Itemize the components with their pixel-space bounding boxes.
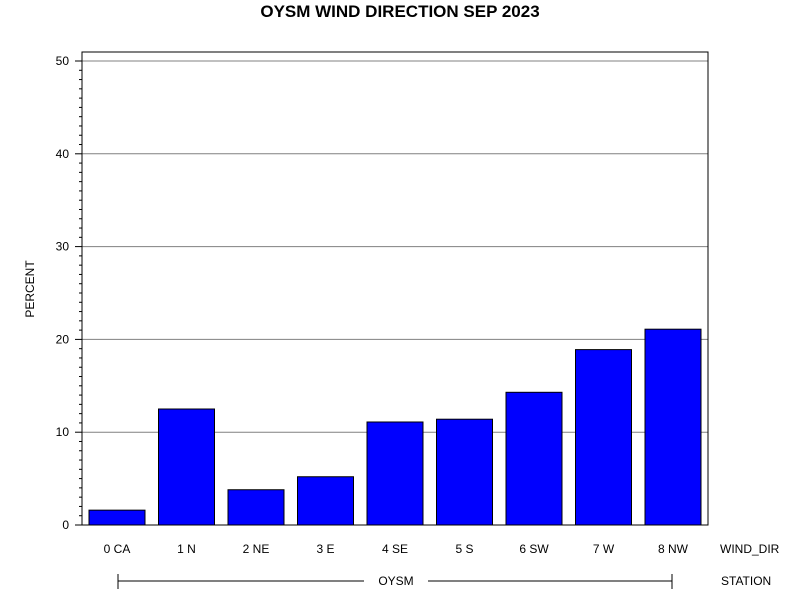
bar bbox=[436, 418, 493, 526]
x-tick-label: 4 SE bbox=[382, 542, 408, 556]
y-tick-label: 50 bbox=[56, 54, 70, 68]
station-group-label: OYSM bbox=[378, 574, 413, 588]
y-tick-label: 40 bbox=[56, 147, 70, 161]
y-axis-label: PERCENT bbox=[23, 260, 37, 318]
x-tick-label: 2 NE bbox=[243, 542, 270, 556]
bar bbox=[575, 349, 632, 526]
x-tick-label: 3 E bbox=[316, 542, 334, 556]
plot-frame bbox=[81, 51, 709, 526]
x-axis-label: WIND_DIR bbox=[720, 542, 780, 556]
y-tick-label: 10 bbox=[56, 425, 70, 439]
bar bbox=[158, 408, 215, 526]
station-axis-label: STATION bbox=[721, 574, 771, 588]
bar bbox=[297, 476, 354, 526]
x-axis-tick-labels: 0 CA 1 N 2 NE 3 E 4 SE 5 S 6 SW 7 W 8 NW bbox=[104, 542, 689, 556]
y-tick-label: 30 bbox=[56, 240, 70, 254]
bars bbox=[88, 328, 702, 526]
bar bbox=[227, 489, 285, 526]
bar bbox=[644, 328, 702, 526]
x-tick-label: 6 SW bbox=[519, 542, 549, 556]
x-tick-label: 8 NW bbox=[658, 542, 689, 556]
bar bbox=[505, 391, 563, 526]
x-tick-label: 1 N bbox=[177, 542, 196, 556]
x-tick-label: 5 S bbox=[455, 542, 473, 556]
y-tick-label: 0 bbox=[62, 518, 69, 532]
y-axis-ticks bbox=[75, 60, 82, 526]
y-tick-label: 20 bbox=[56, 332, 70, 346]
bar bbox=[366, 421, 424, 526]
x-tick-label: 0 CA bbox=[104, 542, 131, 556]
bar bbox=[88, 509, 146, 526]
x-tick-label: 7 W bbox=[593, 542, 615, 556]
chart-title: OYSM WIND DIRECTION SEP 2023 bbox=[260, 2, 539, 21]
station-group-bracket bbox=[117, 574, 673, 589]
y-axis-tick-labels: 0 10 20 30 40 50 bbox=[56, 54, 70, 532]
